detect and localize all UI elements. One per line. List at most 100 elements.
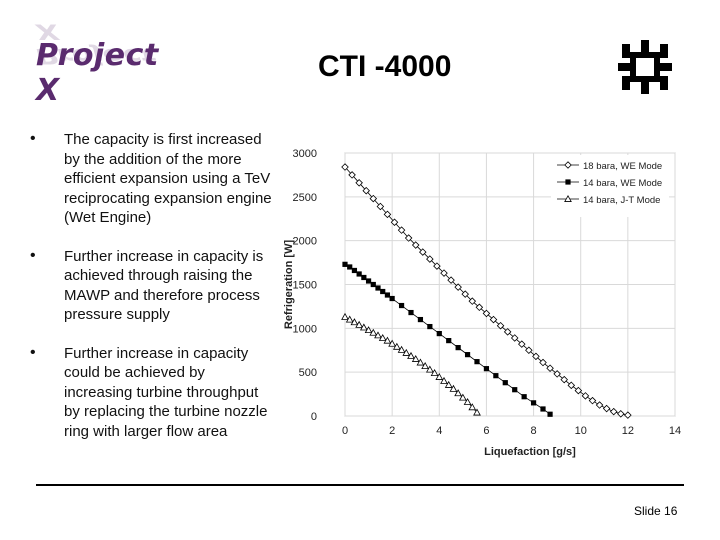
data-point-series-3 (463, 397, 472, 405)
x-tick-label: 6 (483, 425, 489, 437)
y-axis-label: Refrigeration [W] (283, 240, 295, 330)
data-point-series-1 (447, 276, 455, 284)
data-point-series-3 (364, 326, 373, 334)
data-point-series-1 (433, 262, 441, 270)
data-point-series-3 (388, 339, 397, 347)
data-point-series-3 (430, 369, 439, 377)
logo-text: Project X (36, 38, 159, 108)
data-point-series-1 (532, 352, 540, 361)
data-point-series-2 (365, 278, 372, 284)
x-tick-label: 14 (669, 425, 681, 437)
data-point-series-1 (411, 241, 420, 249)
y-tick-label: 1500 (293, 280, 317, 292)
data-point-series-1 (624, 411, 632, 419)
fermilab-logo-icon (618, 40, 672, 94)
bullet-text: Further increase in capacity could be ac… (64, 344, 268, 440)
data-point-series-2 (427, 323, 433, 330)
data-point-series-1 (404, 234, 413, 242)
data-point-series-2 (408, 309, 414, 316)
y-tick-label: 0 (311, 411, 317, 423)
legend-entry: 14 bara, J-T Mode (583, 195, 660, 206)
data-point-series-1 (468, 297, 477, 305)
x-tick-label: 2 (389, 425, 395, 437)
data-point-series-3 (359, 323, 368, 331)
data-point-series-2 (417, 316, 424, 323)
data-point-series-1 (454, 283, 462, 291)
data-point-series-1 (348, 171, 356, 179)
data-point-series-1 (397, 226, 406, 234)
data-point-series-2 (351, 267, 358, 274)
data-point-series-2 (384, 292, 391, 298)
data-point-series-1 (419, 248, 427, 256)
bullet-item: • Further increase in capacity is achieve… (30, 247, 275, 325)
legend-entry: 18 bara, WE Mode (583, 161, 662, 172)
data-point-series-3 (350, 318, 359, 326)
data-point-series-1 (581, 392, 590, 400)
data-point-series-1 (602, 404, 611, 413)
x-axis-label: Liquefaction [g/s] (484, 446, 576, 458)
data-point-series-3 (421, 362, 430, 369)
bullet-dot: • (30, 246, 36, 264)
data-point-series-1 (341, 163, 349, 171)
legend-marker (565, 179, 571, 185)
data-point-series-3 (435, 372, 444, 380)
x-tick-label: 4 (436, 425, 442, 437)
data-point-series-2 (389, 295, 395, 302)
data-point-series-1 (539, 358, 547, 367)
y-tick-label: 1000 (293, 323, 317, 335)
data-point-series-2 (502, 380, 508, 386)
bullet-text: Further increase in capacity is achieved… (64, 247, 264, 324)
data-point-series-1 (376, 202, 385, 211)
y-tick-label: 3000 (293, 148, 317, 160)
data-point-series-1 (595, 401, 604, 409)
project-x-logo: Project X Project X (36, 19, 176, 108)
data-point-series-2 (342, 261, 348, 267)
data-point-series-1 (496, 321, 505, 330)
data-point-series-2 (464, 352, 471, 358)
data-point-series-3 (425, 365, 434, 373)
data-point-series-1 (617, 410, 625, 418)
data-point-series-2 (446, 338, 452, 344)
slide-title: CTI -4000 (318, 50, 452, 83)
data-point-series-1 (362, 186, 370, 195)
data-point-series-3 (369, 328, 378, 336)
data-point-series-2 (380, 288, 386, 295)
data-point-series-3 (378, 333, 387, 341)
legend-marker (564, 161, 572, 169)
data-point-series-1 (553, 370, 561, 378)
legend-entry: 14 bara, WE Mode (583, 178, 662, 189)
data-point-series-3 (383, 336, 392, 344)
bullet-list: • The capacity is first increased by the … (30, 130, 275, 460)
data-point-series-1 (390, 218, 399, 227)
data-point-series-1 (461, 290, 469, 298)
data-point-series-1 (567, 381, 576, 390)
data-point-series-1 (440, 269, 448, 277)
data-point-series-3 (458, 393, 467, 401)
data-point-series-2 (455, 345, 461, 351)
data-point-series-2 (483, 366, 490, 372)
data-point-series-3 (345, 315, 354, 323)
data-point-series-2 (436, 330, 442, 337)
data-point-series-1 (489, 315, 498, 324)
data-point-series-3 (454, 389, 463, 397)
y-tick-label: 500 (299, 367, 317, 379)
logo-reflection: Project X (36, 19, 156, 68)
data-point-series-1 (518, 340, 526, 348)
data-point-series-1 (609, 407, 618, 416)
data-point-series-2 (521, 394, 527, 400)
data-point-series-1 (355, 179, 363, 187)
data-point-series-2 (530, 400, 537, 406)
data-point-series-1 (503, 328, 512, 336)
data-point-series-3 (407, 351, 415, 359)
data-point-series-3 (341, 312, 349, 320)
data-point-series-3 (444, 380, 453, 388)
x-tick-label: 10 (575, 425, 587, 437)
data-point-series-1 (475, 303, 484, 312)
data-point-series-1 (560, 375, 568, 384)
data-point-series-3 (473, 408, 481, 416)
data-point-series-2 (370, 281, 376, 288)
data-point-series-2 (356, 271, 362, 277)
data-point-series-1 (510, 334, 519, 342)
data-point-series-3 (411, 354, 420, 362)
data-point-series-2 (474, 359, 480, 365)
